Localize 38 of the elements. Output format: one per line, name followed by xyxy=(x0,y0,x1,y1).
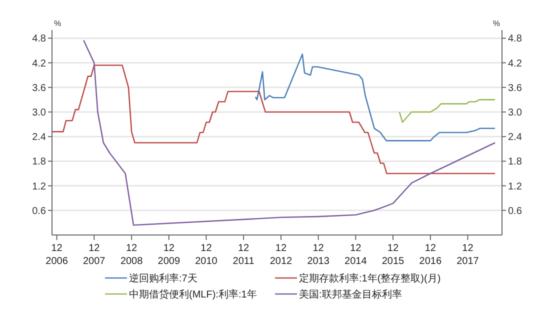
x-tick-label: 12 2008 xyxy=(120,243,144,267)
x-tick-label: 12 2014 xyxy=(344,243,368,267)
legend-label: 逆回购利率:7天 xyxy=(129,272,198,284)
y-tick-label: 3.6 xyxy=(32,82,46,94)
y-axis-title: % xyxy=(54,19,62,28)
x-tick-label: 12 2012 xyxy=(270,243,293,267)
y-tick-label: 2.4 xyxy=(32,132,46,144)
x-tick-label: 12 2017 xyxy=(456,243,480,267)
y-tick-label: 1.2 xyxy=(32,181,46,192)
y2-tick-label: 1.2 xyxy=(508,181,522,192)
x-tick-label: 12 2013 xyxy=(307,243,330,267)
y-tick-label: 3.0 xyxy=(32,108,46,118)
y2-axis-title: % xyxy=(492,19,500,28)
y-tick-label: 4.2 xyxy=(32,58,46,70)
y2-tick-label: 1.8 xyxy=(508,156,522,168)
line-series xyxy=(254,54,496,142)
y-tick-label: 0.6 xyxy=(32,206,46,217)
x-tick-label: 12 2016 xyxy=(419,243,442,267)
legend-label: 中期借贷便利(MLF):利率:1年 xyxy=(129,288,257,300)
y-tick-label: 1.8 xyxy=(32,156,46,168)
x-tick-label: 12 2010 xyxy=(195,243,218,267)
x-tick-label: 12 2011 xyxy=(232,243,255,267)
x-tick-label: 12 2006 xyxy=(46,243,68,267)
y2-tick-label: 4.2 xyxy=(508,58,522,70)
y-tick-label: 4.8 xyxy=(32,34,46,45)
line-series xyxy=(51,64,496,174)
y2-tick-label: 2.4 xyxy=(508,132,522,144)
y2-tick-label: 3.6 xyxy=(508,82,522,94)
y2-tick-label: 3.0 xyxy=(508,108,522,118)
legend-label: 定期存款利率:1年(整存整取)(月) xyxy=(299,272,441,284)
x-tick-label: 12 2015 xyxy=(382,243,405,267)
y2-tick-label: 0.6 xyxy=(508,206,522,217)
y2-tick-label: 4.8 xyxy=(508,34,522,45)
line-series xyxy=(82,40,496,226)
x-tick-label: 12 2009 xyxy=(158,243,180,267)
legend-label: 美国:联邦基金目标利率 xyxy=(299,288,402,300)
line-series xyxy=(398,99,496,123)
x-tick-label: 12 2007 xyxy=(83,243,106,267)
